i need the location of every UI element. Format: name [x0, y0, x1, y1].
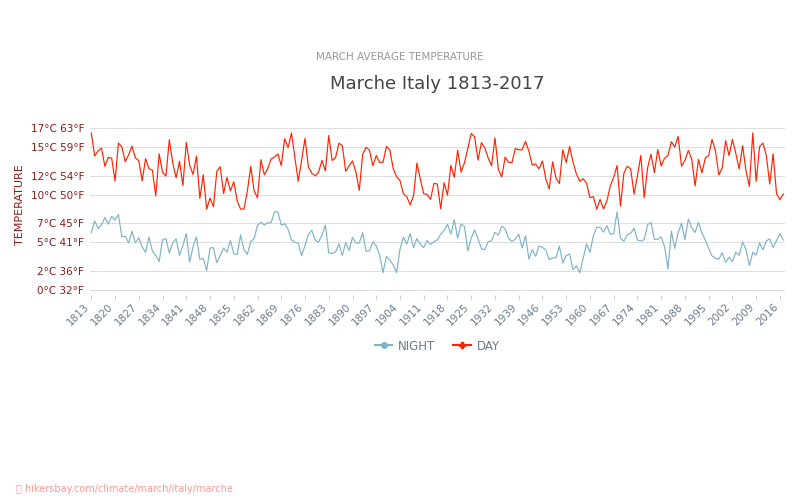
Y-axis label: TEMPERATURE: TEMPERATURE [15, 164, 25, 244]
Legend: NIGHT, DAY: NIGHT, DAY [370, 335, 505, 357]
Title: Marche Italy 1813-2017: Marche Italy 1813-2017 [330, 75, 545, 93]
Text: MARCH AVERAGE TEMPERATURE: MARCH AVERAGE TEMPERATURE [316, 52, 484, 62]
Text: 📍 hikersbay.com/climate/march/italy/marche: 📍 hikersbay.com/climate/march/italy/marc… [16, 484, 233, 494]
